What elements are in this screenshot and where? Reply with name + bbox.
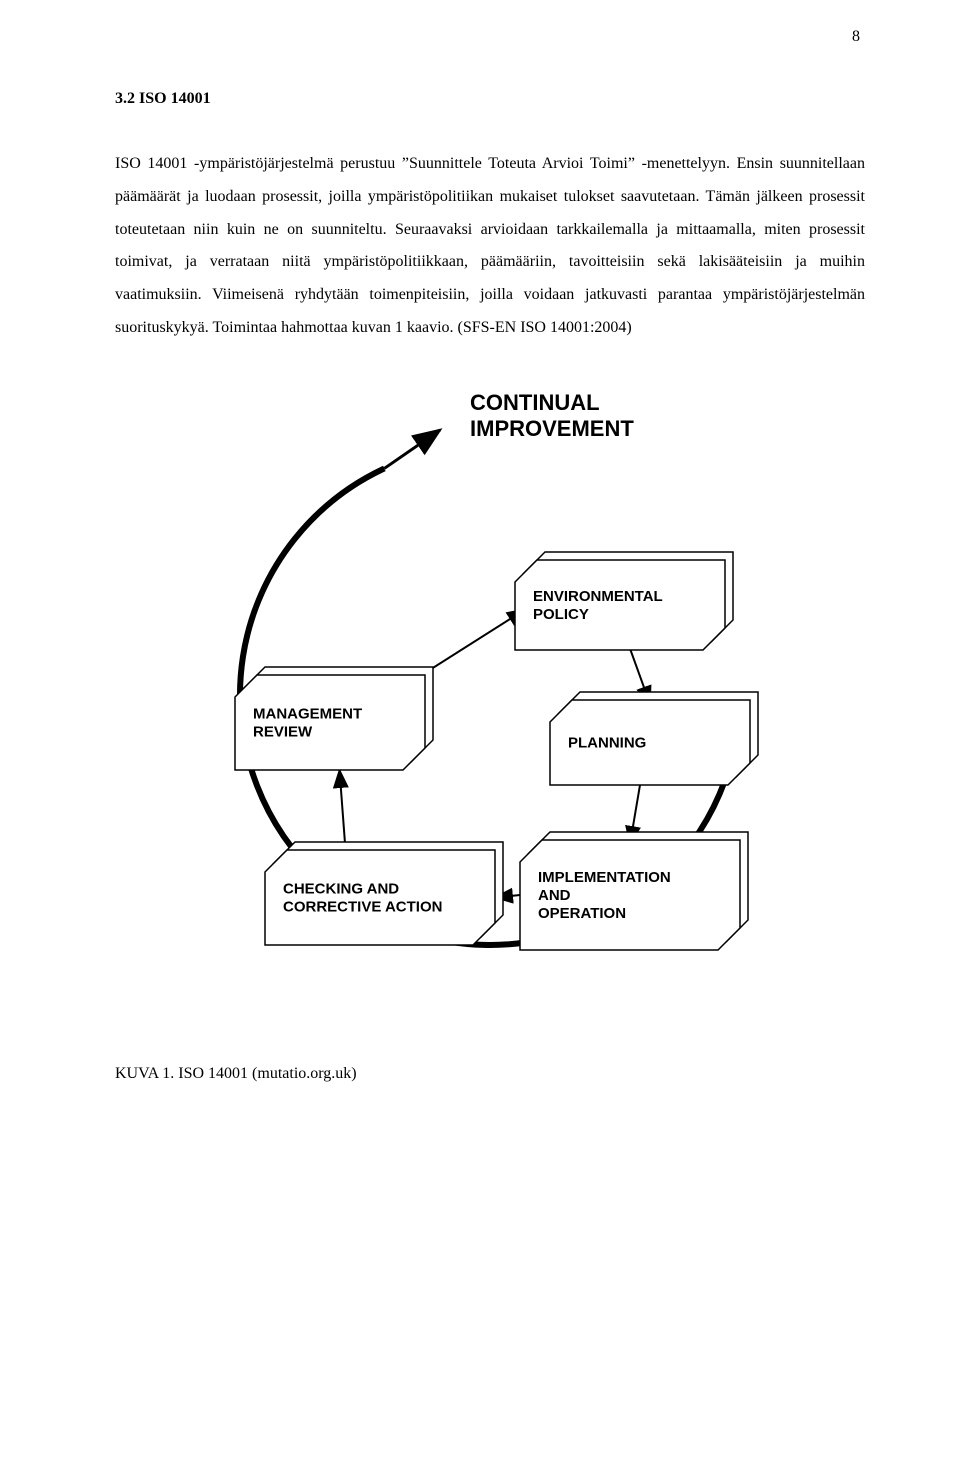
svg-text:PLANNING: PLANNING [568,734,646,751]
iso14001-diagram: CONTINUALIMPROVEMENT ENVIRONMENTALPOLICY P… [180,375,800,1015]
svg-text:AND: AND [538,887,571,904]
svg-text:REVIEW: REVIEW [253,723,313,740]
diagram-svg: CONTINUALIMPROVEMENT ENVIRONMENTALPOLICY P… [180,375,800,1015]
section-heading: 3.2 ISO 14001 [115,90,865,108]
svg-text:CORRECTIVE ACTION: CORRECTIVE ACTION [283,898,442,915]
svg-text:ENVIRONMENTAL: ENVIRONMENTAL [533,588,663,605]
figure-caption: KUVA 1. ISO 14001 (mutatio.org.uk) [115,1065,865,1083]
svg-text:CHECKING AND: CHECKING AND [283,880,399,897]
page-number: 8 [852,28,860,46]
svg-text:POLICY: POLICY [533,606,589,623]
svg-text:IMPROVEMENT: IMPROVEMENT [470,416,634,441]
svg-text:OPERATION: OPERATION [538,905,626,922]
body-paragraph: ISO 14001 -ympäristöjärjestelmä perustuu… [115,148,865,345]
svg-text:CONTINUAL: CONTINUAL [470,390,600,415]
svg-text:MANAGEMENT: MANAGEMENT [253,705,362,722]
svg-text:IMPLEMENTATION: IMPLEMENTATION [538,869,671,886]
